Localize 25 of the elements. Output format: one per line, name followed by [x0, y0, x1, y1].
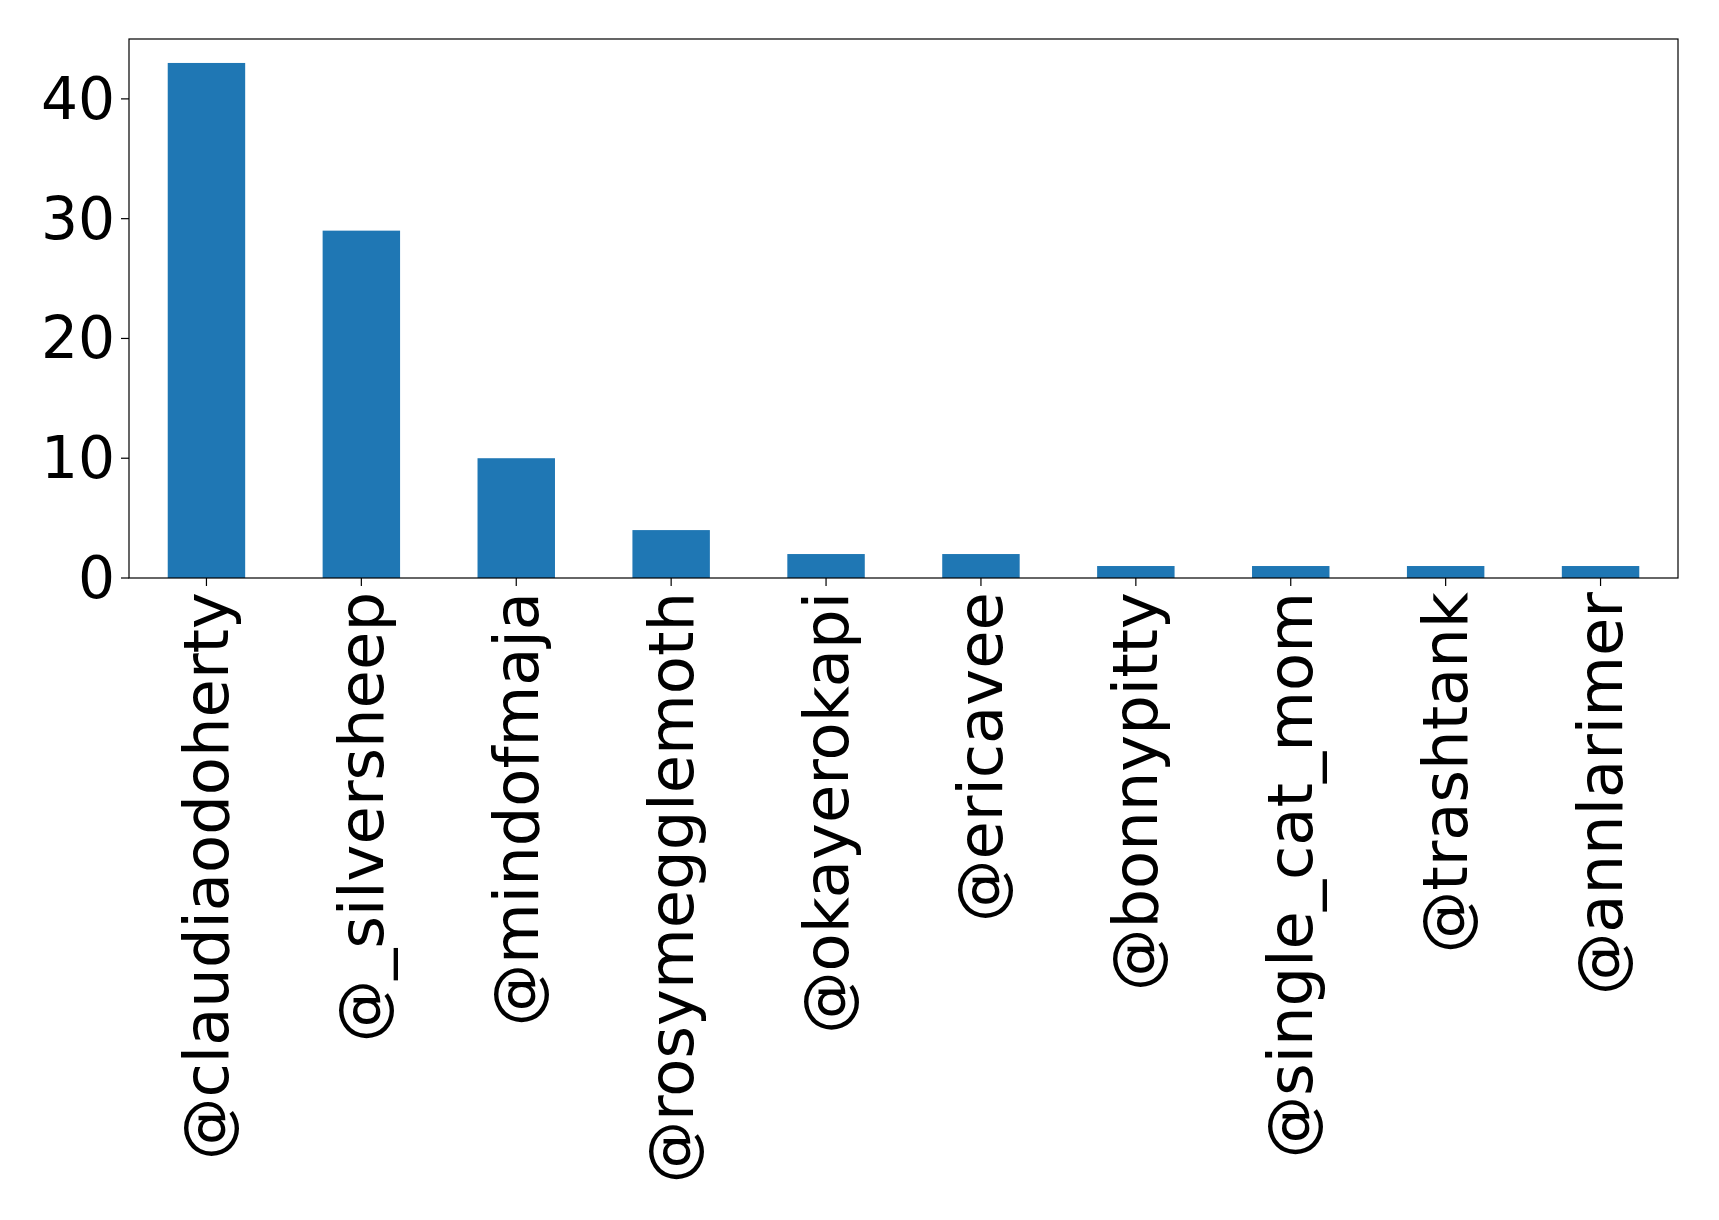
- bar: [1097, 566, 1175, 578]
- y-tick-label: 30: [40, 184, 115, 253]
- x-tick-label: @trashtank: [1409, 592, 1483, 954]
- bar: [632, 530, 710, 578]
- x-tick-label: @okayerokapi: [789, 592, 863, 1034]
- bar: [1252, 566, 1330, 578]
- y-tick-label: 40: [40, 64, 115, 133]
- x-tick-label: @ericavee: [944, 592, 1018, 922]
- bar: [787, 554, 865, 578]
- bar: [477, 458, 555, 578]
- x-tick-label: @claudiaodoherty: [169, 592, 243, 1160]
- x-tick-label: @single_cat_mom: [1254, 592, 1328, 1159]
- y-tick-label: 0: [77, 544, 115, 612]
- x-tick-label: @mindofmaja: [479, 592, 553, 1027]
- x-tick-label: @annlarimer: [1564, 591, 1638, 996]
- x-tick-label: @_silversheep: [324, 592, 398, 1043]
- bar: [167, 62, 246, 578]
- x-tick-label: @rosymegglemoth: [634, 592, 708, 1184]
- y-tick-label: 20: [40, 304, 115, 373]
- bar: [1561, 566, 1640, 578]
- bar: [942, 554, 1020, 578]
- x-tick-label: @bonnypitty: [1099, 592, 1173, 991]
- y-tick-label: 10: [40, 424, 115, 493]
- bar: [1406, 566, 1485, 578]
- bar: [322, 230, 401, 578]
